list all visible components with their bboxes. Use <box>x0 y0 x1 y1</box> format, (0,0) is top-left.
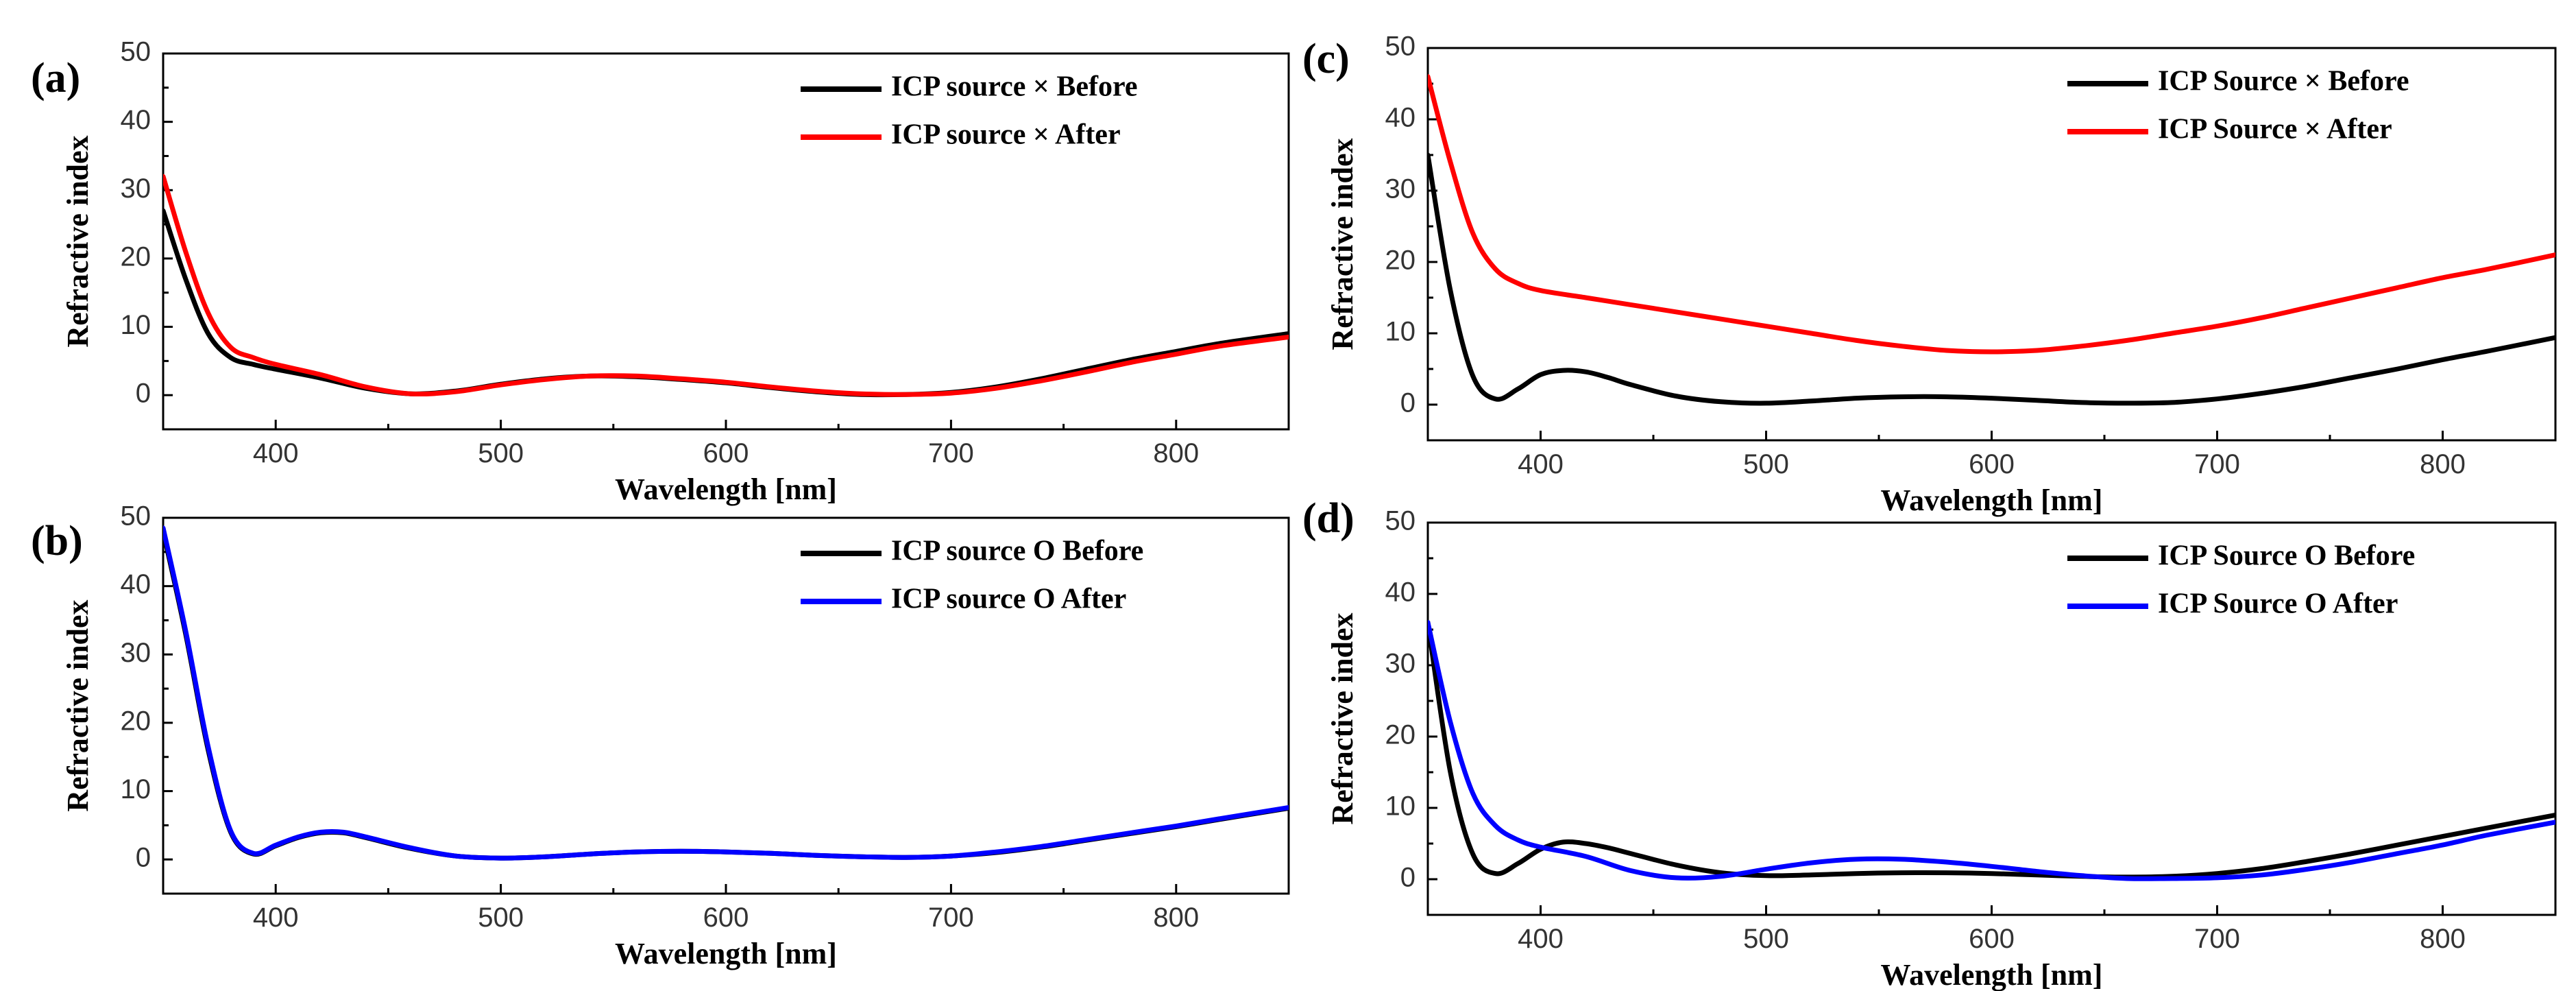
chart-panel: (c) 400 500 600 700 800 0 10 20 30 40 50 Wavelength … <box>1302 32 2557 517</box>
y-tick-label: 0 <box>136 843 151 873</box>
y-tick-label: 30 <box>1385 649 1416 679</box>
x-tick-label: 400 <box>253 438 299 468</box>
y-tick-label: 20 <box>1385 720 1416 750</box>
x-tick-label: 500 <box>1743 924 1789 954</box>
y-tick-label: 20 <box>1385 246 1416 276</box>
series-line <box>163 525 1289 861</box>
x-tick-label: 400 <box>1518 924 1564 954</box>
y-tick-label: 10 <box>121 310 151 340</box>
x-tick-label: 600 <box>703 903 749 933</box>
x-tick-label: 500 <box>478 903 524 933</box>
x-tick-label: 600 <box>1969 449 2015 479</box>
x-tick-label: 800 <box>2420 924 2466 954</box>
legend-entry: ICP source O Before <box>891 536 1143 567</box>
plot-frame <box>1426 47 2557 442</box>
x-tick-label: 400 <box>1518 449 1564 479</box>
y-axis-label: Refractive index <box>1326 612 1359 824</box>
y-tick-label: 40 <box>1385 577 1416 608</box>
y-axis-label: Refractive index <box>1326 138 1359 350</box>
legend-entry: ICP Source × Before <box>2158 66 2409 97</box>
x-axis-label: Wavelength [nm] <box>1881 958 2103 991</box>
x-tick-label: 600 <box>703 438 749 468</box>
y-tick-label: 40 <box>121 105 151 135</box>
chart-panel: (b) 400 500 600 700 800 0 10 20 30 40 50 Wavelength … <box>31 501 1290 970</box>
panel-label: (c) <box>1302 36 1350 82</box>
legend-entry: ICP Source × After <box>2158 114 2392 145</box>
legend-entry: ICP source × After <box>891 119 1121 151</box>
y-tick-label: 50 <box>1385 506 1416 536</box>
series-line <box>1428 152 2555 406</box>
panel-label: (d) <box>1302 495 1354 542</box>
series-line <box>163 174 1289 397</box>
x-tick-label: 800 <box>2420 449 2466 479</box>
chart-panel: (d) 400 500 600 700 800 0 10 20 30 40 50 Wavelength … <box>1302 495 2557 991</box>
series-line <box>1428 620 2555 880</box>
legend-entry: ICP Source O Before <box>2158 540 2415 572</box>
y-tick-label: 40 <box>1385 103 1416 133</box>
y-tick-label: 50 <box>121 37 151 67</box>
x-tick-label: 800 <box>1153 903 1199 933</box>
x-tick-label: 400 <box>253 903 299 933</box>
x-tick-label: 700 <box>928 903 974 933</box>
legend-entry: ICP source × Before <box>891 71 1137 103</box>
y-tick-label: 20 <box>121 706 151 736</box>
y-axis-label: Refractive index <box>61 599 95 811</box>
x-tick-label: 800 <box>1153 438 1199 468</box>
y-tick-label: 10 <box>1385 317 1416 347</box>
y-tick-label: 50 <box>121 501 151 532</box>
x-tick-label: 700 <box>2194 449 2240 479</box>
legend-entry: ICP Source O After <box>2158 588 2398 620</box>
x-axis-label: Wavelength [nm] <box>1881 483 2103 517</box>
panel-label: (b) <box>31 518 83 564</box>
y-tick-label: 30 <box>121 638 151 668</box>
y-tick-label: 0 <box>136 379 151 409</box>
x-tick-label: 500 <box>1743 449 1789 479</box>
y-tick-label: 50 <box>1385 32 1416 62</box>
y-axis-label: Refractive index <box>61 135 95 347</box>
legend-entry: ICP source O After <box>891 584 1126 615</box>
y-tick-label: 10 <box>121 774 151 804</box>
x-axis-label: Wavelength [nm] <box>615 473 837 506</box>
y-tick-label: 30 <box>1385 174 1416 204</box>
series-line <box>163 208 1289 398</box>
series-line <box>1428 620 2555 881</box>
y-tick-label: 20 <box>121 241 151 272</box>
panel-label: (a) <box>31 55 80 102</box>
x-tick-label: 700 <box>928 438 974 468</box>
plot-frame <box>162 52 1290 431</box>
x-tick-label: 500 <box>478 438 524 468</box>
chart-panel: (a) 400 500 600 700 800 0 10 20 30 40 50 Wavelength … <box>31 37 1290 506</box>
x-tick-label: 600 <box>1969 924 2015 954</box>
series-line <box>163 529 1289 861</box>
series-line <box>1428 74 2555 355</box>
y-tick-label: 30 <box>121 174 151 204</box>
y-tick-label: 0 <box>1400 388 1415 418</box>
y-tick-label: 40 <box>121 569 151 599</box>
y-tick-label: 0 <box>1400 863 1415 893</box>
x-axis-label: Wavelength [nm] <box>615 937 837 970</box>
y-tick-label: 10 <box>1385 791 1416 822</box>
x-tick-label: 700 <box>2194 924 2240 954</box>
